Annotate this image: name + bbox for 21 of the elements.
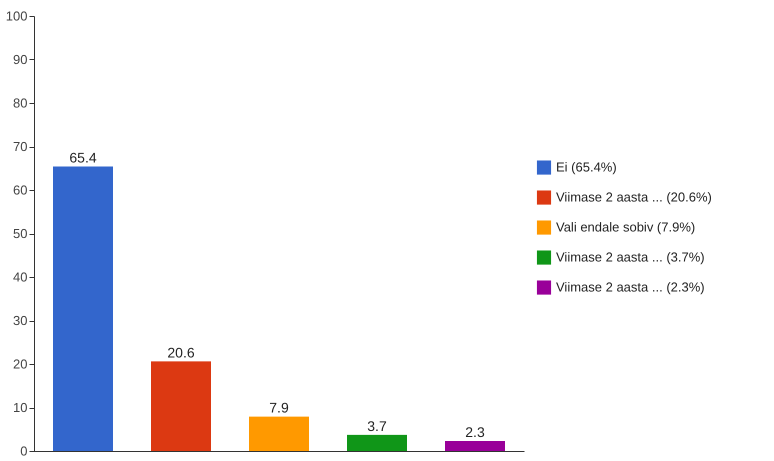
y-tick-label: 50 [13, 226, 28, 241]
data-label: 7.9 [269, 400, 289, 416]
legend-label: Viimase 2 aasta ... (20.6%) [556, 190, 712, 205]
y-tick-label: 90 [13, 52, 28, 67]
data-label: 65.4 [69, 150, 97, 166]
y-tick-label: 100 [6, 8, 28, 24]
y-tick-label: 60 [13, 182, 28, 198]
y-tick-label: 0 [20, 444, 28, 458]
y-tick-label: 40 [13, 270, 28, 284]
data-label: 2.3 [465, 424, 485, 440]
legend-label: Vali endale sobiv (7.9%) [556, 220, 696, 235]
y-tick-label: 30 [13, 313, 28, 328]
legend-label: Ei (65.4%) [556, 160, 617, 175]
y-tick-label: 10 [13, 400, 28, 415]
y-tick-label: 80 [13, 96, 28, 110]
legend-label: Viimase 2 aasta ... (3.7%) [556, 250, 705, 265]
data-label: 3.7 [367, 418, 387, 434]
y-tick-label: 20 [13, 356, 28, 372]
legend-label: Viimase 2 aasta ... (2.3%) [556, 280, 705, 295]
data-label: 20.6 [167, 344, 195, 360]
y-tick-label: 70 [13, 139, 28, 154]
